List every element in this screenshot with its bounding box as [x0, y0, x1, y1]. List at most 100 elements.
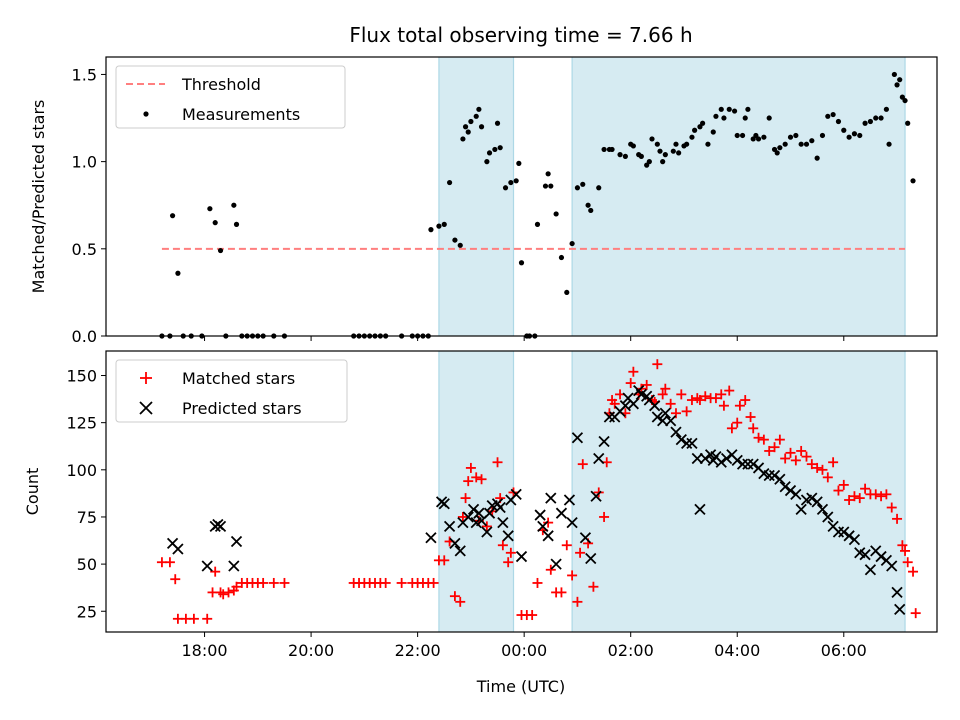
top-shaded-interval-0	[438, 57, 514, 336]
x-tick-label: 22:00	[395, 641, 441, 660]
bottom-y-tick-label: 25	[77, 602, 97, 621]
predicted-star-point-stroke	[657, 415, 669, 427]
measurement-point	[558, 254, 565, 261]
measurement-point	[700, 120, 706, 126]
predicted-star-point-stroke	[467, 503, 480, 516]
predicted-star-point	[675, 434, 687, 446]
measurement-point	[617, 152, 623, 158]
predicted-star-point	[665, 415, 677, 427]
predicted-star-point-stroke	[774, 473, 786, 485]
measurement-point	[492, 146, 498, 153]
matched-star-point	[599, 511, 610, 522]
matched-star-point	[796, 445, 807, 456]
predicted-star-point	[467, 503, 480, 516]
matched-star-point	[801, 451, 812, 462]
predicted-star-point-stroke	[870, 545, 882, 557]
predicted-star-point	[680, 437, 693, 450]
predicted-star-point-stroke	[691, 452, 703, 465]
bottom-panel: 25 50 75 100 125 150 18:00 20:00 22:00 00:00 02:00…	[23, 350, 938, 660]
predicted-star-point	[590, 490, 602, 502]
predicted-star-point-stroke	[579, 532, 592, 544]
predicted-star-point	[425, 532, 437, 544]
matched-star-point	[838, 479, 849, 490]
measurement-point	[684, 141, 690, 147]
predicted-star-point-stroke	[230, 535, 243, 548]
predicted-star-point-stroke	[720, 452, 733, 465]
predicted-star-point	[443, 520, 456, 533]
measurement-point	[894, 82, 900, 88]
predicted-star-point-stroke	[585, 552, 597, 565]
measurement-point	[460, 136, 466, 142]
predicted-star-point-stroke	[462, 511, 474, 523]
predicted-star-point-stroke	[680, 437, 693, 450]
measurement-point	[825, 113, 831, 119]
predicted-star-point-stroke	[715, 456, 727, 468]
predicted-star-point-stroke	[550, 558, 562, 570]
predicted-star-point	[563, 494, 576, 506]
predicted-star-point-stroke	[747, 458, 759, 470]
predicted-star-point-stroke	[537, 520, 549, 533]
matched-star-point	[780, 453, 791, 464]
predicted-star-point-stroke	[827, 520, 839, 533]
top-y-tick-label: 0.5	[72, 240, 97, 259]
predicted-star-point-stroke	[214, 520, 227, 533]
bottom-y-tick-label: 50	[77, 555, 97, 574]
predicted-star-point-stroke	[864, 564, 877, 576]
predicted-star-point-stroke	[790, 488, 802, 500]
matched-star-point	[758, 434, 769, 445]
predicted-star-point	[483, 507, 496, 519]
matched-star-point	[625, 378, 636, 389]
measurement-point	[886, 141, 892, 147]
predicted-star-point-stroke	[483, 507, 496, 519]
matched-star-point	[481, 521, 492, 532]
predicted-star-point-stroke	[201, 560, 213, 572]
matched-star-point	[860, 483, 871, 494]
measurement-point	[428, 227, 434, 233]
predicted-star-point-stroke	[894, 603, 906, 616]
predicted-star-point	[603, 411, 616, 423]
measurement-point	[548, 183, 554, 189]
matched-star-point	[681, 406, 692, 417]
predicted-star-point-stroke	[752, 462, 765, 474]
matched-star-point	[745, 412, 756, 423]
legend-label: Measurements	[182, 105, 300, 124]
measurement-point	[534, 221, 541, 227]
measurement-point	[726, 106, 732, 112]
chart-title: Flux total observing time = 7.66 h	[349, 23, 692, 47]
predicted-star-point-stroke	[848, 533, 861, 546]
measurement-point	[857, 132, 863, 139]
legend-box	[115, 65, 346, 129]
predicted-star-point	[886, 560, 898, 572]
predicted-star-point	[731, 454, 743, 467]
legend-predicted-swatch	[139, 401, 153, 415]
predicted-star-point-stroke	[228, 560, 240, 572]
measurement-point	[497, 145, 503, 151]
top-y-tick-label: 0.0	[72, 327, 97, 346]
matched-star-point	[710, 393, 721, 404]
predicted-star-point	[838, 526, 850, 538]
predicted-star-point	[449, 537, 461, 549]
measurement-point	[660, 159, 666, 165]
measurement-point	[891, 71, 897, 78]
measurement-point	[457, 242, 463, 248]
matched-star-point	[833, 485, 844, 496]
matched-star-point	[753, 432, 764, 443]
predicted-star-point-stroke	[443, 520, 456, 533]
matched-star-point	[588, 581, 599, 592]
bottom-shaded-interval-0	[438, 351, 514, 632]
predicted-star-point	[481, 526, 493, 538]
matched-star-point	[575, 547, 586, 558]
predicted-star-point-stroke	[843, 530, 855, 542]
predicted-star-point	[822, 511, 834, 523]
measurement-point	[905, 120, 911, 126]
predicted-star-point-stroke	[473, 507, 485, 519]
measurement-point	[739, 132, 746, 139]
measurement-point	[212, 220, 218, 226]
matched-star-point	[881, 489, 892, 500]
matched-star-point	[716, 389, 727, 400]
matched-star-point	[844, 494, 855, 505]
matched-star-point	[258, 577, 269, 588]
predicted-star-point	[811, 496, 823, 508]
matched-star-point	[218, 589, 229, 600]
measurement-point	[231, 202, 237, 208]
